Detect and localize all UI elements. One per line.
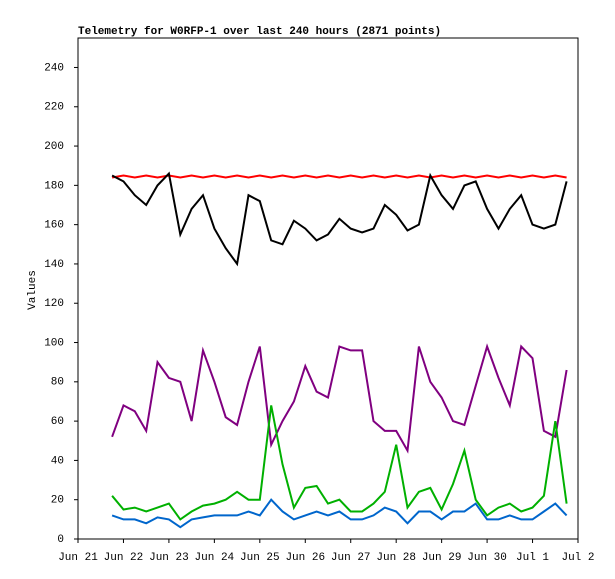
y-tick-label: 60	[51, 416, 64, 428]
y-tick-label: 80	[51, 377, 64, 389]
series-line	[111, 405, 568, 521]
x-tick-label: Jun 23	[149, 552, 189, 564]
y-tick-label: 20	[51, 495, 64, 507]
y-tick-label: 180	[44, 180, 64, 192]
y-tick-label: 220	[44, 102, 64, 114]
series-line	[111, 498, 568, 529]
plot-frame	[77, 37, 579, 540]
series-line	[111, 343, 568, 454]
x-tick-label: Jul 1	[516, 552, 549, 564]
y-tick-label: 0	[57, 534, 64, 546]
y-tick-label: 240	[44, 62, 64, 74]
x-tick-label: Jun 29	[422, 552, 462, 564]
y-tick-label: 40	[51, 455, 64, 467]
series-line	[111, 171, 568, 267]
x-tick-label: Jun 27	[331, 552, 371, 564]
x-tick-label: Jul 2	[561, 552, 594, 564]
x-tick-label: Jun 30	[467, 552, 507, 564]
x-tick-label: Jun 25	[240, 552, 280, 564]
y-tick-label: 120	[44, 298, 64, 310]
x-tick-label: Jun 26	[285, 552, 325, 564]
y-tick-label: 140	[44, 259, 64, 271]
x-tick-label: Jun 28	[376, 552, 416, 564]
series-line	[111, 174, 567, 179]
y-tick-label: 100	[44, 337, 64, 349]
y-tick-label: 160	[44, 220, 64, 232]
x-tick-label: Jun 24	[195, 552, 235, 564]
x-tick-label: Jun 21	[58, 552, 98, 564]
chart-title: Telemetry for W0RFP-1 over last 240 hour…	[78, 26, 441, 38]
x-tick-label: Jun 22	[104, 552, 144, 564]
y-axis-label: Values	[27, 270, 39, 310]
y-tick-label: 200	[44, 141, 64, 153]
